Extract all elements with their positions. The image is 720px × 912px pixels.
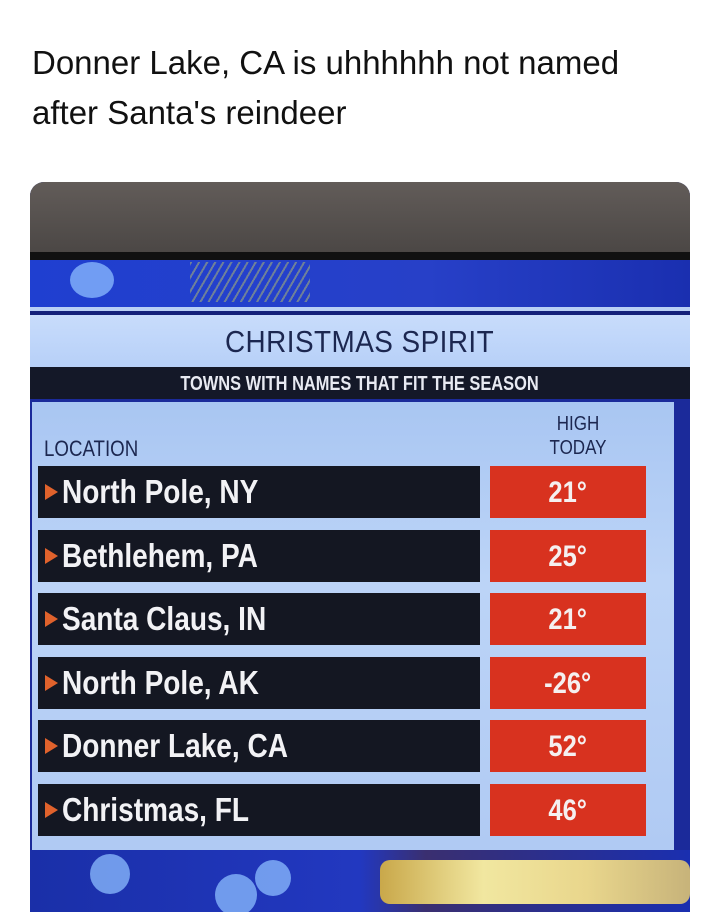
high-temp-cell: 52°	[490, 720, 646, 772]
high-temp-value: -26°	[544, 666, 592, 700]
post-caption: Donner Lake, CA is uhhhhhh not named aft…	[32, 44, 620, 131]
pine-branch	[190, 262, 310, 302]
high-temp-cell: 25°	[490, 529, 646, 582]
location-cell: North Pole, AK	[38, 656, 480, 709]
high-temp-value: 21°	[548, 476, 588, 509]
play-arrow-icon	[45, 801, 58, 818]
high-temp-cell: -26°	[490, 656, 646, 709]
high-temp-value: 52°	[548, 730, 588, 763]
play-arrow-icon	[45, 611, 58, 627]
high-today-header: HIGH TODAY	[536, 412, 621, 460]
high-temp-value: 25°	[548, 539, 588, 573]
location-cell: Bethlehem, PA	[38, 529, 480, 582]
location-name: North Pole, NY	[62, 473, 259, 510]
table-row: Bethlehem, PA 25°	[38, 529, 668, 582]
high-header-line1: HIGH	[556, 413, 600, 435]
table-row: North Pole, AK -26°	[38, 656, 668, 709]
title-panel: CHRISTMAS SPIRIT	[30, 315, 690, 367]
high-temp-cell: 21°	[490, 593, 646, 645]
location-name: North Pole, AK	[62, 663, 259, 701]
table-row: Santa Claus, IN 21°	[38, 593, 668, 645]
divider	[30, 252, 690, 260]
location-cell: Donner Lake, CA	[38, 720, 480, 772]
high-header-line2: TODAY	[549, 437, 607, 459]
tv-bezel	[30, 182, 690, 256]
play-arrow-icon	[45, 547, 58, 564]
high-temp-cell: 46°	[490, 783, 646, 836]
bokeh-light	[90, 854, 130, 894]
table-row: Christmas, FL 46°	[38, 783, 668, 836]
location-name: Bethlehem, PA	[62, 536, 258, 574]
location-name: Santa Claus, IN	[62, 600, 267, 637]
high-temp-value: 21°	[548, 603, 588, 636]
location-cell: North Pole, NY	[38, 466, 480, 518]
graphic-title: CHRISTMAS SPIRIT	[225, 324, 495, 359]
bokeh-light	[215, 874, 257, 912]
location-name: Christmas, FL	[62, 790, 250, 828]
background-band	[30, 260, 690, 310]
location-name: Donner Lake, CA	[62, 727, 289, 764]
play-arrow-icon	[45, 484, 58, 500]
tv-weather-photo: CHRISTMAS SPIRIT TOWNS WITH NAMES THAT F…	[30, 182, 690, 912]
play-arrow-icon	[45, 674, 58, 691]
subtitle-bar: TOWNS WITH NAMES THAT FIT THE SEASON	[30, 367, 690, 399]
table-row: Donner Lake, CA 52°	[38, 720, 668, 772]
location-cell: Santa Claus, IN	[38, 593, 480, 645]
table-row: North Pole, NY 21°	[38, 466, 668, 518]
location-header: LOCATION	[44, 436, 139, 461]
high-temp-value: 46°	[548, 793, 588, 827]
bokeh-light	[70, 262, 114, 298]
temperature-table: LOCATION HIGH TODAY North Pole, NY 21° Bet…	[32, 402, 674, 850]
location-cell: Christmas, FL	[38, 783, 480, 836]
divider	[30, 307, 690, 311]
high-temp-cell: 21°	[490, 466, 646, 518]
divider	[30, 311, 690, 315]
glowing-lights	[380, 860, 690, 904]
play-arrow-icon	[45, 738, 58, 754]
graphic-subtitle: TOWNS WITH NAMES THAT FIT THE SEASON	[180, 373, 540, 395]
bokeh-light	[255, 860, 291, 896]
